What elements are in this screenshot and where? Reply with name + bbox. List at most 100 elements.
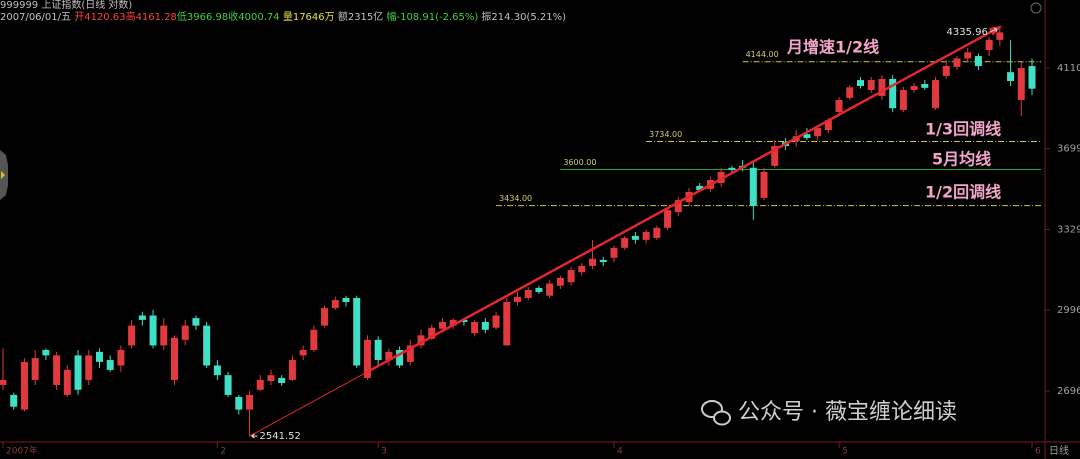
candle-body	[10, 394, 18, 407]
low-pointer	[251, 433, 258, 439]
y-tick-label: 2696	[1057, 386, 1080, 397]
low-value: 3966.98	[186, 12, 229, 23]
candle-body	[631, 235, 639, 240]
date: 2007/06/01/五	[0, 12, 72, 23]
candle-body	[20, 361, 28, 410]
candle-body	[717, 171, 725, 184]
candle-body	[985, 39, 993, 51]
candle-body	[95, 351, 103, 362]
watermark: 公众号 · 薇宝缠论细读	[738, 400, 957, 425]
candle-body	[417, 335, 425, 346]
candle-body	[278, 377, 286, 384]
x-tick-label: 3	[381, 447, 387, 457]
candle-body	[921, 84, 929, 88]
candle-body	[760, 171, 768, 198]
candle-body	[589, 258, 597, 266]
candle-body	[235, 396, 243, 410]
candle-body	[471, 321, 479, 334]
corner-icon[interactable]	[1030, 2, 1042, 14]
candle-body	[535, 287, 543, 292]
candle-body	[331, 299, 339, 309]
high-label: 4335.96	[946, 27, 987, 38]
annotation: 5月均线	[932, 150, 991, 169]
candle-body	[942, 66, 950, 76]
candle-body	[149, 315, 157, 346]
candle-body	[524, 289, 532, 298]
candle-body	[267, 375, 275, 382]
candle-body	[203, 325, 211, 366]
candle-body	[578, 265, 586, 273]
candle-body	[642, 231, 650, 240]
amount: 额2315亿	[337, 12, 384, 23]
trend-arrowhead	[988, 25, 1003, 36]
candle-body	[621, 237, 629, 248]
trend-line	[249, 370, 370, 437]
header: 999999 上证指数(日线 对数) 2007/06/01/五 开4120.63…	[0, 0, 566, 24]
y-tick-label: 2996	[1057, 305, 1080, 316]
candle-body	[835, 100, 843, 112]
candle-body	[363, 339, 371, 378]
high-value: 4161.28	[135, 12, 177, 23]
candle-body	[106, 360, 114, 370]
annotation: 月增速1/2线	[786, 38, 879, 57]
candle-body	[964, 52, 972, 59]
y-tick-label: 4110	[1057, 63, 1080, 74]
candle-body	[728, 167, 736, 170]
candle-body	[396, 349, 404, 366]
candle-body	[438, 321, 446, 329]
low-label: 2541.52	[260, 431, 301, 442]
candle-body	[53, 355, 61, 385]
high-label: 高	[125, 12, 136, 23]
level-label: 4144.00	[746, 50, 779, 59]
candle-body	[288, 360, 296, 380]
candle-body	[599, 259, 607, 263]
candle-body	[824, 120, 832, 131]
candle-body	[556, 277, 564, 286]
candle-body	[31, 358, 39, 380]
annotation: 1/2回调线	[925, 183, 1001, 202]
candle-body	[449, 319, 457, 326]
candle-body	[878, 78, 886, 96]
low-label: 低	[176, 12, 187, 23]
level-label: 3600.00	[563, 158, 596, 167]
candle-body	[674, 200, 682, 213]
candle-body	[514, 296, 521, 302]
candle-body	[974, 56, 982, 67]
candle-body	[664, 210, 672, 228]
candle-body	[932, 80, 940, 109]
candle-body	[353, 297, 361, 366]
candle-body	[771, 146, 779, 166]
candle-body	[492, 315, 500, 328]
candle-body	[567, 270, 575, 283]
candle-body	[1017, 68, 1025, 101]
candle-body	[246, 394, 254, 410]
level-label: 3434.00	[499, 194, 532, 203]
trend-line	[368, 25, 1001, 372]
candle-body	[85, 355, 93, 380]
candle-body	[1028, 66, 1036, 89]
side-arrow	[1, 171, 5, 179]
candle-body	[867, 80, 875, 90]
candle-body	[610, 247, 618, 258]
candle-body	[406, 345, 414, 362]
close-label: 收	[228, 12, 239, 23]
candle-body	[428, 327, 436, 339]
candle-body	[192, 318, 200, 326]
x-tick-label: 6	[1035, 447, 1041, 457]
candle-body	[846, 87, 854, 98]
candle-body	[310, 329, 318, 350]
title: 999999 上证指数(日线 对数)	[0, 0, 133, 11]
candle-body	[889, 78, 897, 109]
candle-body	[138, 315, 146, 320]
candle-body	[171, 337, 178, 380]
candle-body	[481, 321, 489, 330]
candle-body	[857, 80, 864, 86]
candle-body	[803, 134, 811, 139]
candle-body	[460, 319, 468, 322]
candle-body	[953, 58, 961, 67]
candle-body	[181, 325, 189, 340]
level-label: 3734.00	[649, 130, 682, 139]
candle-body	[385, 351, 393, 361]
